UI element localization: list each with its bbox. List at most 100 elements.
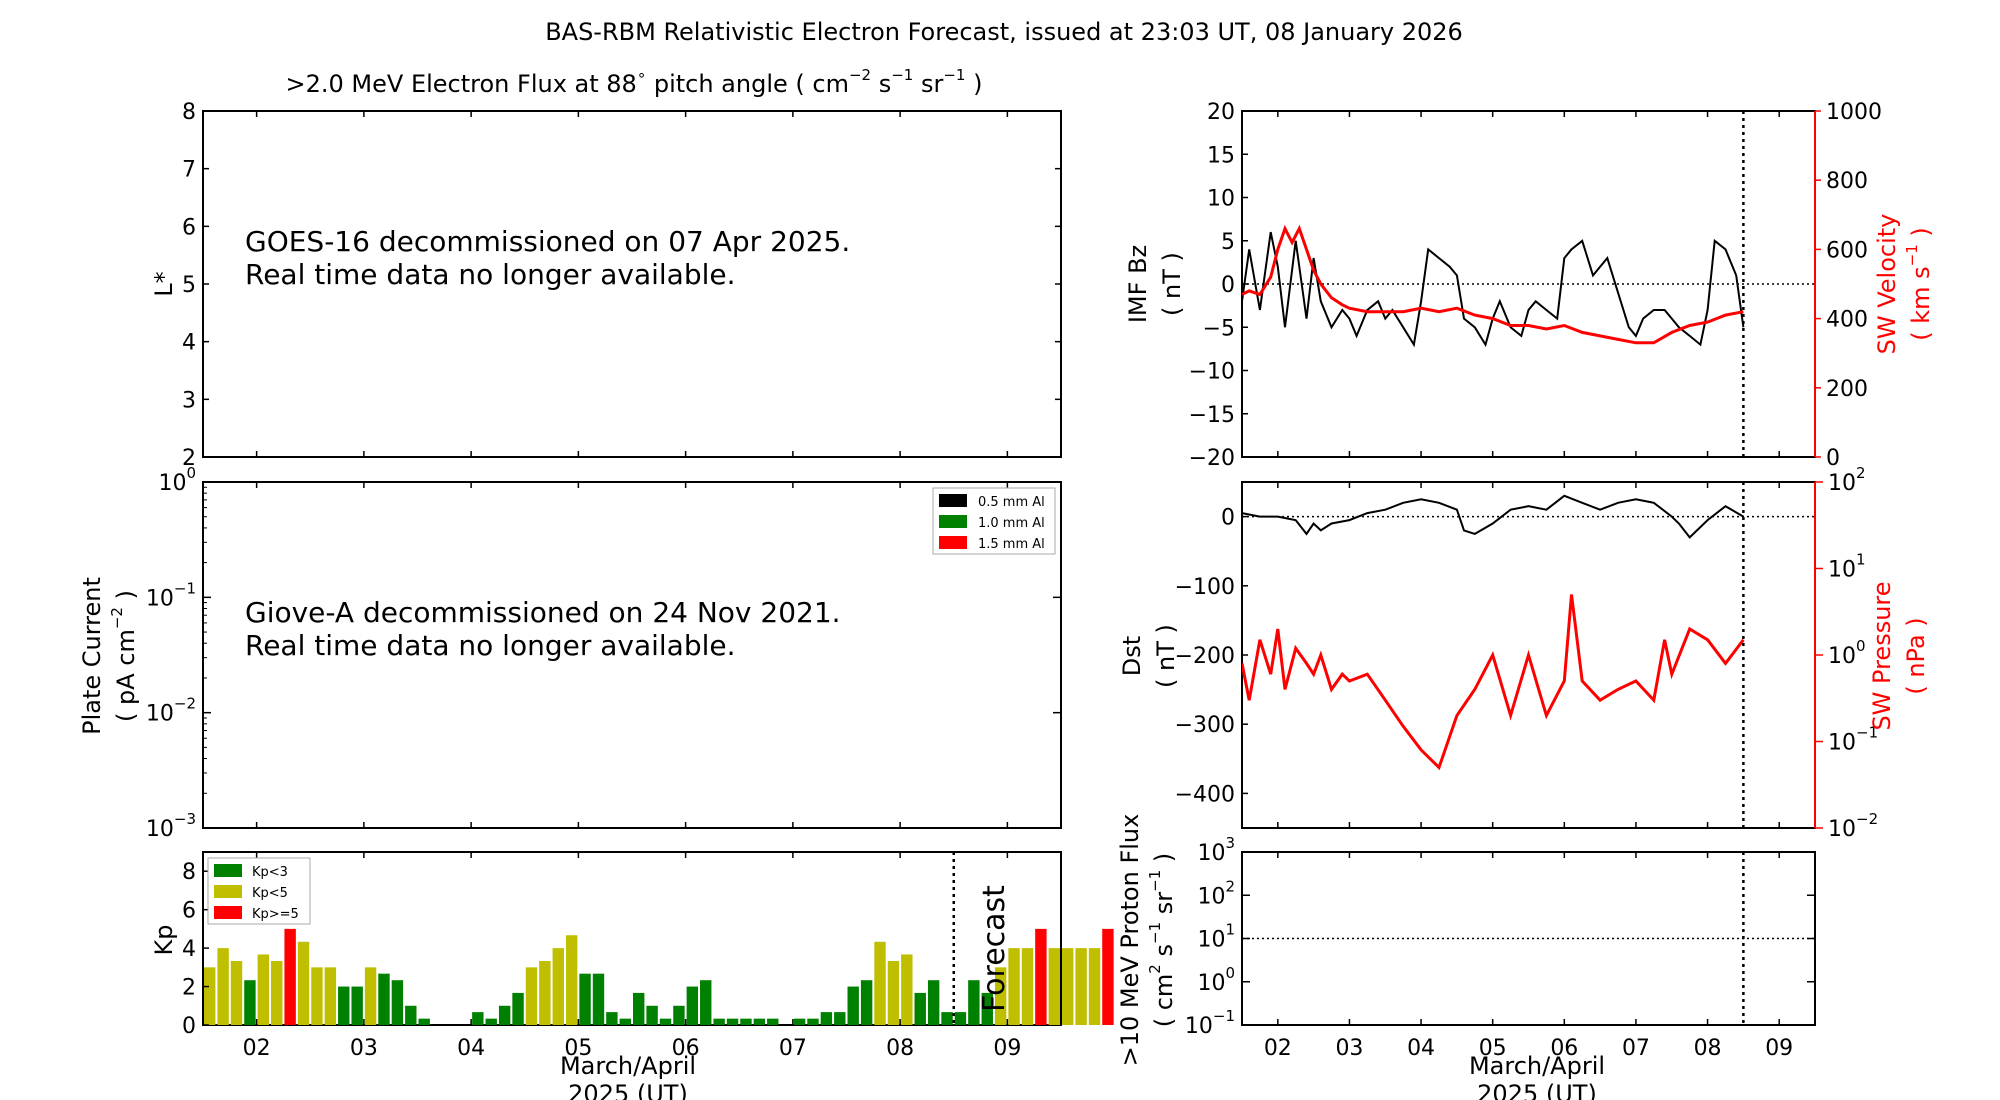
kp-bar xyxy=(646,1005,658,1025)
kp-bar xyxy=(793,1018,806,1025)
imf-x-ticks xyxy=(1277,111,1780,457)
imf-ytick-label: 10 xyxy=(1207,187,1235,212)
flux-message-line1: GOES-16 decommissioned on 07 Apr 2025. xyxy=(245,225,850,258)
kp-bar xyxy=(834,1012,846,1025)
imf-ytick-label: −10 xyxy=(1189,360,1235,385)
kp-bar xyxy=(552,948,564,1025)
kp-bar xyxy=(820,1012,833,1025)
kp-legend: Kp<3 Kp<5 Kp>=5 xyxy=(207,857,311,925)
plate-legend-swatch xyxy=(939,494,967,507)
dst-ylabel-left-line2: ( nT ) xyxy=(1152,624,1180,688)
flux-message-line2: Real time data no longer available. xyxy=(245,258,736,291)
proton-ytick-label: 10−1 xyxy=(1185,1007,1235,1039)
imf-y-ticks-left: −20 −15 −10 −5 0 5 10 15 20 xyxy=(1189,100,1248,471)
plate-current-y-ticks: 10−3 10−2 10−1 100 xyxy=(146,464,1061,842)
sw-velocity-ytick-label: 600 xyxy=(1826,238,1868,263)
kp-bar xyxy=(592,973,605,1025)
kp-bar xyxy=(271,960,283,1025)
plate-ytick-label: 100 xyxy=(158,464,196,496)
imf-ylabel-left-line2: ( nT ) xyxy=(1158,252,1186,316)
proton-xtick-label: 03 xyxy=(1335,1036,1363,1061)
kp-bar xyxy=(204,967,216,1025)
kp-bar xyxy=(847,986,859,1025)
kp-bar xyxy=(311,967,323,1025)
kp-bar xyxy=(257,954,270,1025)
kp-ylabel: Kp xyxy=(150,925,178,956)
kp-bar xyxy=(713,1018,725,1025)
kp-bar xyxy=(994,967,1007,1025)
plate-legend-swatch xyxy=(939,515,967,528)
flux-title: >2.0 MeV Electron Flux at 88∘ pitch angl… xyxy=(286,66,983,98)
kp-plot-frame xyxy=(202,851,1062,1026)
kp-bar xyxy=(1035,928,1047,1025)
sw-velocity-line xyxy=(1242,224,1744,345)
kp-bar xyxy=(351,986,363,1025)
kp-bar xyxy=(700,980,712,1025)
kp-legend-label: Kp<5 xyxy=(252,886,288,901)
kp-bar xyxy=(284,928,296,1025)
imf-bz-line xyxy=(1242,231,1745,348)
kp-bar xyxy=(860,980,873,1025)
flux-y-ticks: 2 3 4 5 6 7 8 xyxy=(182,100,1061,471)
kp-bar xyxy=(1062,948,1074,1025)
sw-pressure-ytick-label: 101 xyxy=(1828,551,1866,583)
kp-bars xyxy=(204,928,1114,1025)
kp-legend-swatch xyxy=(214,864,242,877)
dst-ytick-label: −200 xyxy=(1175,644,1235,669)
kp-bar xyxy=(1008,948,1020,1025)
plate-current-plot-frame xyxy=(202,481,1062,829)
kp-bar xyxy=(512,992,524,1025)
kp-xtick-label: 08 xyxy=(886,1036,914,1061)
imf-ytick-label: 5 xyxy=(1221,230,1235,255)
kp-legend-swatch xyxy=(214,885,242,898)
imf-ytick-label: 15 xyxy=(1207,143,1235,168)
dst-ylabel-right-line2: ( nPa ) xyxy=(1902,617,1930,694)
kp-ytick-label: 8 xyxy=(182,860,196,885)
sw-pressure-ytick-label: 100 xyxy=(1828,637,1866,669)
sw-pressure-line xyxy=(1242,594,1745,771)
plate-current-message-line2: Real time data no longer available. xyxy=(245,629,736,662)
plate-current-panel: 10−3 10−2 10−1 100 Plate Current ( pA cm−2 … xyxy=(78,464,1062,842)
kp-bar xyxy=(874,941,886,1025)
sw-velocity-ytick-label: 1000 xyxy=(1826,100,1882,125)
plate-ytick-label: 10−2 xyxy=(146,695,196,727)
kp-bar xyxy=(914,992,926,1025)
dst-x-ticks xyxy=(1277,482,1780,828)
flux-ytick-label: 8 xyxy=(182,100,196,125)
kp-bar xyxy=(659,1018,672,1025)
sw-pressure-ytick-label: 102 xyxy=(1828,464,1866,496)
kp-bar xyxy=(217,948,229,1025)
kp-bar xyxy=(539,960,551,1025)
proton-xtick-label: 09 xyxy=(1765,1036,1793,1061)
plate-legend-label: 1.5 mm Al xyxy=(978,537,1045,552)
flux-ytick-label: 6 xyxy=(182,215,196,240)
dst-ylabel-right-line1: SW Pressure xyxy=(1868,581,1896,730)
kp-bar xyxy=(579,973,591,1025)
kp-bar xyxy=(1021,948,1034,1025)
plate-current-message-line1: Giove-A decommissioned on 24 Nov 2021. xyxy=(245,596,841,629)
kp-bar xyxy=(1048,948,1060,1025)
kp-bar xyxy=(498,1005,511,1025)
imf-panel: −20 −15 −10 −5 0 5 10 15 20 0 200 400 600 800 1000 IM… xyxy=(1124,100,1935,471)
kp-bar xyxy=(968,980,980,1025)
proton-xtick-label: 04 xyxy=(1407,1036,1435,1061)
kp-bar xyxy=(606,1012,618,1025)
kp-bar xyxy=(244,980,256,1025)
proton-xtick-label: 08 xyxy=(1694,1036,1722,1061)
flux-ytick-label: 4 xyxy=(182,331,196,356)
kp-bar xyxy=(525,967,538,1025)
proton-x-ticks: 02 03 04 05 06 07 08 09 xyxy=(1264,852,1793,1061)
kp-x-ticks: 02 03 04 05 06 07 08 09 xyxy=(243,852,1021,1061)
kp-bar xyxy=(324,967,337,1025)
proton-xtick-label: 07 xyxy=(1622,1036,1650,1061)
kp-xtick-label: 05 xyxy=(564,1036,592,1061)
imf-series xyxy=(1242,111,1815,457)
plate-ytick-label: 10−1 xyxy=(146,579,196,611)
sw-velocity-ytick-label: 800 xyxy=(1826,169,1868,194)
proton-ytick-label: 103 xyxy=(1197,834,1235,866)
flux-x-ticks xyxy=(255,111,1009,457)
kp-bar xyxy=(981,992,993,1025)
imf-ytick-label: −5 xyxy=(1203,316,1235,341)
dst-series xyxy=(1242,482,1815,828)
dst-ylabel-left-line1: Dst xyxy=(1118,636,1146,676)
